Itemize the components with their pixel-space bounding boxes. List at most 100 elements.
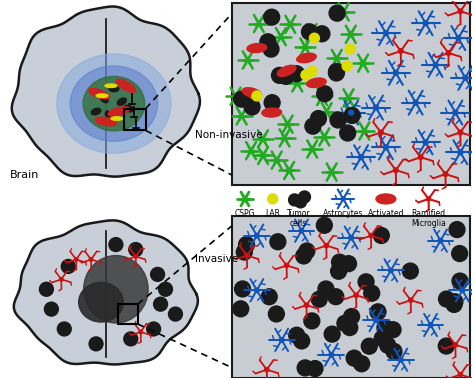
Circle shape xyxy=(329,352,334,357)
Ellipse shape xyxy=(83,255,148,323)
Circle shape xyxy=(278,69,294,85)
Circle shape xyxy=(57,322,71,336)
Circle shape xyxy=(329,5,345,21)
Circle shape xyxy=(268,306,284,322)
Circle shape xyxy=(314,26,330,42)
Circle shape xyxy=(389,268,393,273)
Circle shape xyxy=(341,197,345,201)
Circle shape xyxy=(260,34,276,50)
Circle shape xyxy=(233,301,249,317)
Ellipse shape xyxy=(57,54,171,153)
Text: Ramified
Microglia: Ramified Microglia xyxy=(411,209,446,228)
Ellipse shape xyxy=(297,53,316,63)
Circle shape xyxy=(245,254,249,258)
Circle shape xyxy=(342,61,352,71)
Circle shape xyxy=(146,322,161,336)
Circle shape xyxy=(89,337,103,351)
Circle shape xyxy=(452,246,468,262)
Circle shape xyxy=(168,307,182,321)
Circle shape xyxy=(301,24,318,40)
Circle shape xyxy=(272,67,287,83)
Circle shape xyxy=(433,63,438,67)
Circle shape xyxy=(74,258,78,261)
Circle shape xyxy=(289,66,304,81)
Circle shape xyxy=(427,197,430,201)
Circle shape xyxy=(423,21,428,26)
Circle shape xyxy=(377,319,393,335)
Text: Astrocytes: Astrocytes xyxy=(323,209,364,218)
Circle shape xyxy=(438,238,443,243)
Ellipse shape xyxy=(262,108,282,117)
Circle shape xyxy=(60,277,63,281)
Bar xyxy=(232,3,470,185)
Circle shape xyxy=(318,281,334,297)
Circle shape xyxy=(452,273,468,289)
Circle shape xyxy=(261,289,277,305)
Circle shape xyxy=(370,304,386,320)
Ellipse shape xyxy=(70,66,157,141)
Circle shape xyxy=(268,194,278,204)
Text: Non-invasive: Non-invasive xyxy=(195,130,263,140)
Circle shape xyxy=(109,238,123,252)
Circle shape xyxy=(234,91,250,107)
Circle shape xyxy=(349,110,354,115)
Circle shape xyxy=(399,49,403,53)
Bar xyxy=(124,109,146,130)
Circle shape xyxy=(294,196,307,208)
Circle shape xyxy=(299,191,310,203)
Circle shape xyxy=(443,172,448,177)
Circle shape xyxy=(264,9,280,25)
Bar xyxy=(232,216,470,377)
Circle shape xyxy=(235,281,250,297)
Circle shape xyxy=(263,41,279,57)
Circle shape xyxy=(374,318,378,323)
Ellipse shape xyxy=(83,76,145,131)
Circle shape xyxy=(89,258,93,261)
Circle shape xyxy=(39,282,54,296)
Ellipse shape xyxy=(376,194,396,204)
Circle shape xyxy=(294,333,310,349)
Circle shape xyxy=(324,243,328,248)
Circle shape xyxy=(428,323,433,327)
Ellipse shape xyxy=(124,105,134,112)
Circle shape xyxy=(458,130,463,135)
Text: Tumor
cells: Tumor cells xyxy=(287,209,310,228)
Circle shape xyxy=(337,315,353,331)
Ellipse shape xyxy=(117,98,127,105)
Circle shape xyxy=(419,155,423,160)
Circle shape xyxy=(270,234,286,250)
Ellipse shape xyxy=(91,108,101,115)
Ellipse shape xyxy=(277,65,296,77)
Circle shape xyxy=(159,282,173,296)
Circle shape xyxy=(402,263,418,279)
Circle shape xyxy=(296,248,311,264)
Circle shape xyxy=(374,227,389,243)
Circle shape xyxy=(393,168,398,172)
Circle shape xyxy=(139,330,143,334)
Circle shape xyxy=(341,256,356,272)
Circle shape xyxy=(304,313,320,329)
Circle shape xyxy=(423,140,428,145)
Circle shape xyxy=(255,233,259,238)
Circle shape xyxy=(238,237,255,252)
Circle shape xyxy=(346,350,362,366)
Circle shape xyxy=(305,118,321,134)
Circle shape xyxy=(458,150,463,155)
Circle shape xyxy=(297,360,313,376)
Circle shape xyxy=(328,64,345,80)
Circle shape xyxy=(151,268,164,281)
Circle shape xyxy=(344,108,360,124)
Circle shape xyxy=(317,86,333,102)
Circle shape xyxy=(374,330,390,346)
Circle shape xyxy=(307,66,317,76)
Circle shape xyxy=(284,263,289,268)
Ellipse shape xyxy=(111,117,123,120)
Circle shape xyxy=(438,291,455,307)
Circle shape xyxy=(383,31,388,36)
Circle shape xyxy=(446,296,462,312)
Circle shape xyxy=(124,332,138,346)
Circle shape xyxy=(458,373,463,377)
Text: Invasive: Invasive xyxy=(195,254,238,265)
Circle shape xyxy=(304,303,309,307)
Ellipse shape xyxy=(89,88,109,99)
